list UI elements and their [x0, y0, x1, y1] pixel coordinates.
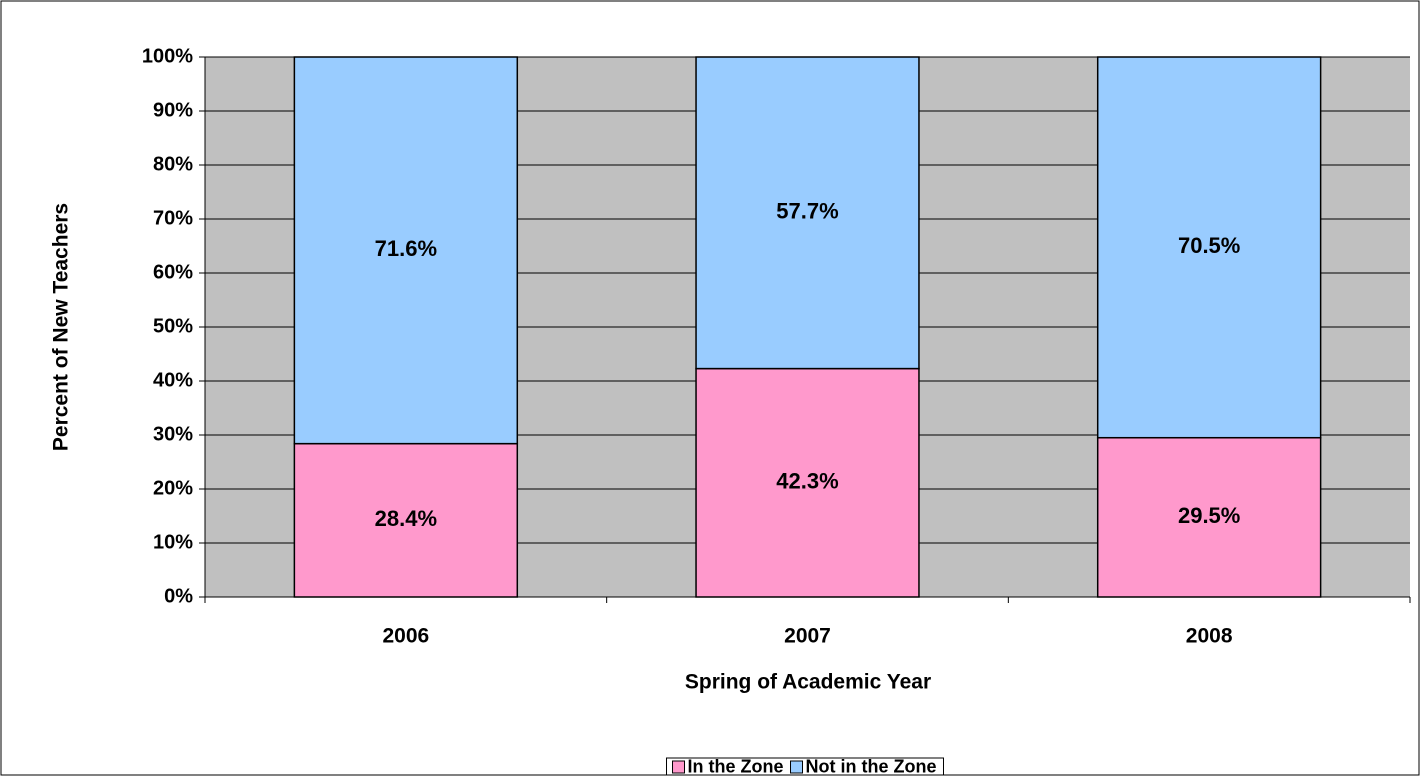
- y-tick-label: 70%: [153, 207, 193, 229]
- y-tick-label: 0%: [164, 585, 193, 607]
- y-tick-label: 50%: [153, 315, 193, 337]
- legend-label: Not in the Zone: [806, 756, 937, 776]
- y-tick-label: 60%: [153, 261, 193, 283]
- legend-label: In the Zone: [688, 756, 784, 776]
- bar-segment: [1096, 436, 1322, 598]
- y-tick-label: 40%: [153, 369, 193, 391]
- bar-segment: [695, 367, 920, 598]
- y-tick-label: 80%: [153, 153, 193, 175]
- legend-swatch: [672, 760, 686, 774]
- x-axis-title: Spring of Academic Year: [685, 671, 931, 694]
- y-tick-label: 90%: [153, 99, 193, 121]
- bar-segment: [293, 442, 519, 598]
- x-tick-label: 2006: [382, 625, 429, 648]
- data-label: 42.3%: [776, 469, 838, 494]
- legend-swatch: [790, 760, 804, 774]
- y-tick-label: 20%: [153, 477, 193, 499]
- data-label: 70.5%: [1178, 233, 1240, 258]
- bar-segment: [695, 56, 920, 370]
- bar-segment: [1096, 56, 1322, 439]
- y-tick-label: 30%: [153, 423, 193, 445]
- data-label: 29.5%: [1178, 503, 1240, 528]
- data-label: 28.4%: [375, 506, 437, 531]
- legend-box: [666, 757, 944, 776]
- y-axis-title: Percent of New Teachers: [50, 203, 73, 451]
- x-tick-label: 2008: [1186, 625, 1233, 648]
- x-tick-label: 2007: [784, 625, 831, 648]
- bar-segment: [293, 56, 519, 445]
- y-tick-label: 10%: [153, 531, 193, 553]
- y-tick-label: 100%: [142, 45, 193, 67]
- data-label: 71.6%: [375, 236, 437, 261]
- data-label: 57.7%: [776, 199, 838, 224]
